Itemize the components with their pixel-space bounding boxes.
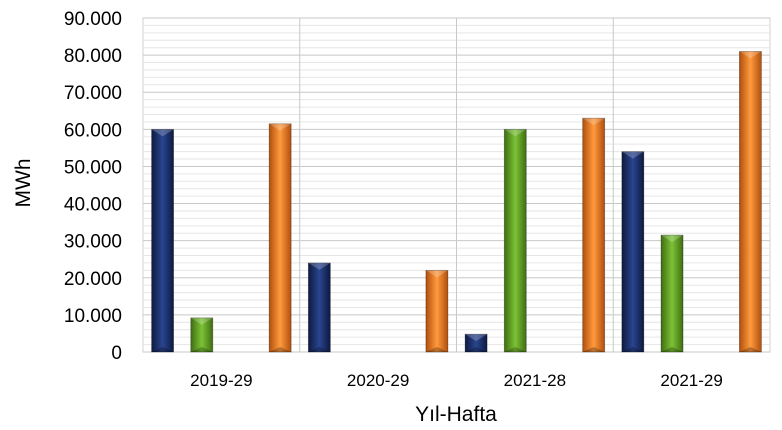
bar-bottom-bevel [425, 347, 448, 352]
bar-top-bevel [661, 235, 684, 243]
bar-top-bevel [425, 270, 448, 278]
bar-body [190, 317, 214, 353]
y-tick-label: 30.000 [64, 232, 122, 253]
x-tick-label: 2020-29 [347, 371, 409, 390]
bar-top-bevel [465, 334, 488, 342]
bar [739, 51, 762, 353]
y-tick-label: 50.000 [64, 157, 122, 178]
x-tick-label: 2021-29 [660, 371, 722, 390]
x-tick-label: 2019-29 [190, 371, 252, 390]
bar-top-bevel [739, 51, 762, 59]
bar [151, 128, 174, 353]
bar [190, 317, 214, 353]
bar [621, 151, 645, 353]
bar-bottom-bevel [504, 347, 527, 352]
y-tick-label: 70.000 [64, 83, 122, 104]
y-axis-ticks: 0 10.000 20.000 30.000 40.000 50.000 60.000 70.… [64, 9, 122, 364]
bar-bottom-bevel [190, 347, 213, 352]
bar-series [151, 51, 762, 353]
bar-top-bevel [308, 262, 331, 270]
bar-body [151, 128, 174, 353]
x-tick-label: 2021-28 [504, 371, 566, 390]
bar [660, 234, 684, 353]
y-tick-label: 20.000 [64, 269, 122, 290]
bar-body [660, 234, 684, 353]
y-tick-label: 0 [111, 343, 122, 364]
y-tick-label: 10.000 [64, 306, 122, 327]
x-axis-ticks: 2019-29 2020-29 2021-28 2021-29 [190, 371, 723, 390]
bar-top-bevel [582, 118, 605, 126]
bar-bottom-bevel [151, 347, 174, 352]
y-tick-label: 40.000 [64, 195, 122, 216]
bar-top-bevel [151, 129, 174, 137]
bar-bottom-bevel [661, 347, 684, 352]
bar-body [582, 117, 606, 353]
y-axis-title: MWh [12, 159, 35, 208]
bar-bottom-bevel [465, 347, 488, 352]
x-axis-title: Yıl-Hafta [415, 403, 497, 426]
bar [464, 333, 488, 353]
bar-body [621, 151, 645, 353]
bar-bottom-bevel [269, 347, 292, 352]
bar [425, 269, 449, 353]
bar [503, 128, 527, 353]
bar [307, 262, 331, 353]
bar-bottom-bevel [308, 347, 331, 352]
bar-bottom-bevel [739, 347, 762, 352]
bar-bottom-bevel [621, 347, 644, 352]
bar [268, 123, 292, 353]
bar-top-bevel [504, 129, 527, 137]
y-tick-label: 80.000 [64, 46, 122, 67]
bar-body [307, 262, 331, 353]
bar-top-bevel [190, 317, 213, 325]
bar-top-bevel [269, 123, 292, 131]
bar [582, 117, 606, 353]
y-tick-label: 90.000 [64, 9, 122, 30]
y-tick-label: 60.000 [64, 120, 122, 141]
bar-bottom-bevel [582, 347, 605, 352]
bar-body [739, 51, 762, 353]
bar-top-bevel [621, 151, 644, 159]
bar-body [268, 123, 292, 353]
bar-body [425, 269, 449, 353]
bar-body [464, 333, 488, 353]
bar-body [503, 128, 527, 353]
